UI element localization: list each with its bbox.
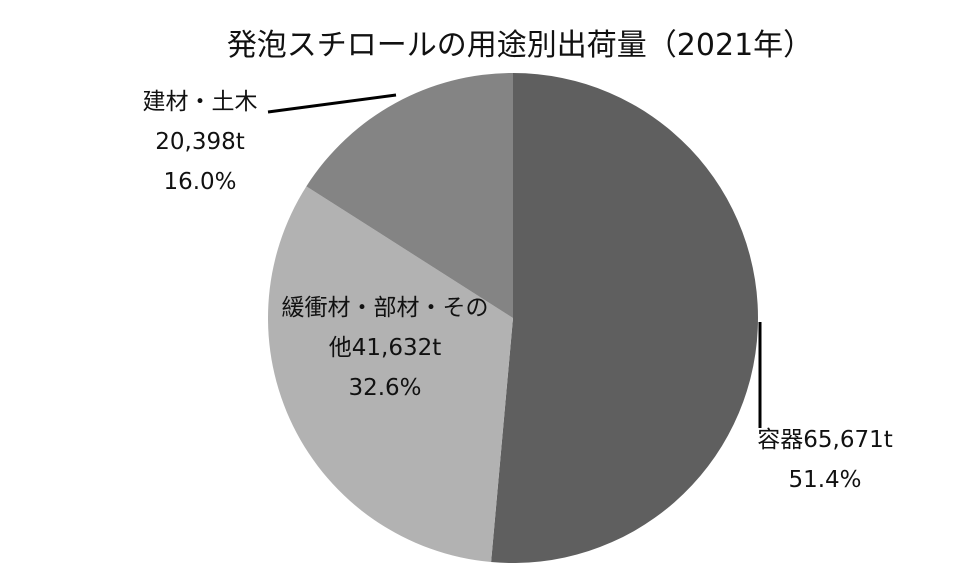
percent-label: 16.0% xyxy=(163,169,237,195)
percent-label: 32.6% xyxy=(348,375,422,401)
category-label: 建材・土木 xyxy=(142,89,258,115)
leader-line xyxy=(267,93,397,114)
slice-label: 容器65,671t 51.4% xyxy=(720,420,930,500)
percent-label: 51.4% xyxy=(788,467,862,493)
slice-label: 建材・土木 20,398t 16.0% xyxy=(110,82,290,202)
pie-slice xyxy=(306,73,513,318)
value-label: 20,398t xyxy=(155,129,245,155)
category-label: 緩衝材・部材・その他 xyxy=(281,295,489,361)
category-label: 容器 xyxy=(757,427,804,453)
pie-slice xyxy=(491,73,759,564)
slice-label: 緩衝材・部材・その他41,632t 32.6% xyxy=(280,288,490,408)
chart-title: 発泡スチロールの用途別出荷量（2021年） xyxy=(226,28,814,63)
value-label: 41,632t xyxy=(351,335,442,361)
value-label: 65,671t xyxy=(803,427,893,453)
pie-slice xyxy=(267,186,513,563)
